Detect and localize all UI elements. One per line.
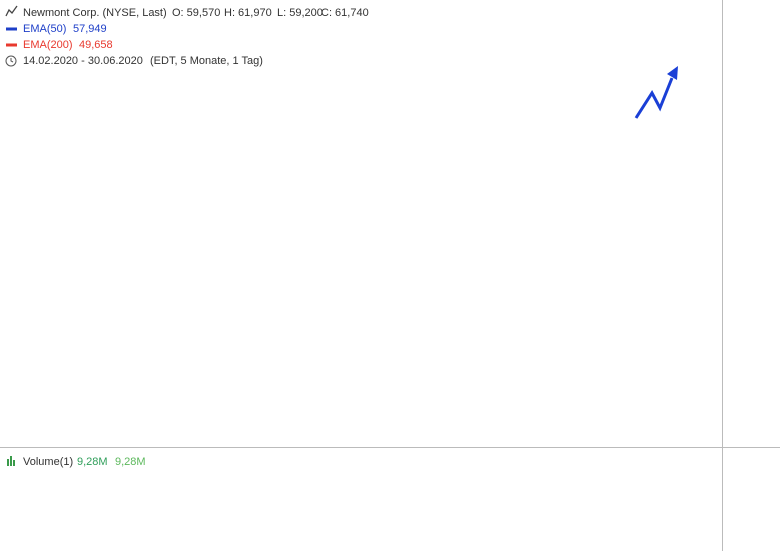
clock-icon — [5, 55, 17, 67]
legend-value: 57,949 — [73, 23, 107, 35]
period-note: (EDT, 5 Monate, 1 Tag) — [150, 55, 263, 67]
ohlc-close: C: 61,740 — [321, 7, 369, 19]
ohlc-low: L: 59,200 — [277, 7, 323, 19]
period: 14.02.2020 - 30.06.2020 — [23, 55, 143, 67]
volume-value: 9,28M — [77, 456, 108, 468]
ohlc-open: O: 59,570 — [172, 7, 220, 19]
title: Newmont Corp. (NYSE, Last) — [23, 7, 167, 19]
legend-label: EMA(200) — [23, 39, 73, 51]
volume-value: 9,28M — [115, 456, 146, 468]
volume-icon — [13, 460, 15, 466]
forecast-arrow — [634, 77, 674, 119]
volume-label: Volume(1) — [23, 456, 73, 468]
chart-icon — [5, 5, 18, 17]
volume-legend: Volume(1) 9,28M 9,28M — [7, 456, 146, 468]
arrow-head — [667, 66, 678, 80]
legend-background — [0, 0, 370, 70]
volume-icon — [10, 456, 12, 466]
legend-label: EMA(50) — [23, 23, 66, 35]
legend: Newmont Corp. (NYSE, Last) O: 59,570 H: … — [0, 0, 370, 70]
ohlc-high: H: 61,970 — [224, 7, 272, 19]
volume-icon — [7, 459, 9, 466]
clock-hand — [10, 58, 14, 63]
legend-value: 49,658 — [79, 39, 113, 51]
